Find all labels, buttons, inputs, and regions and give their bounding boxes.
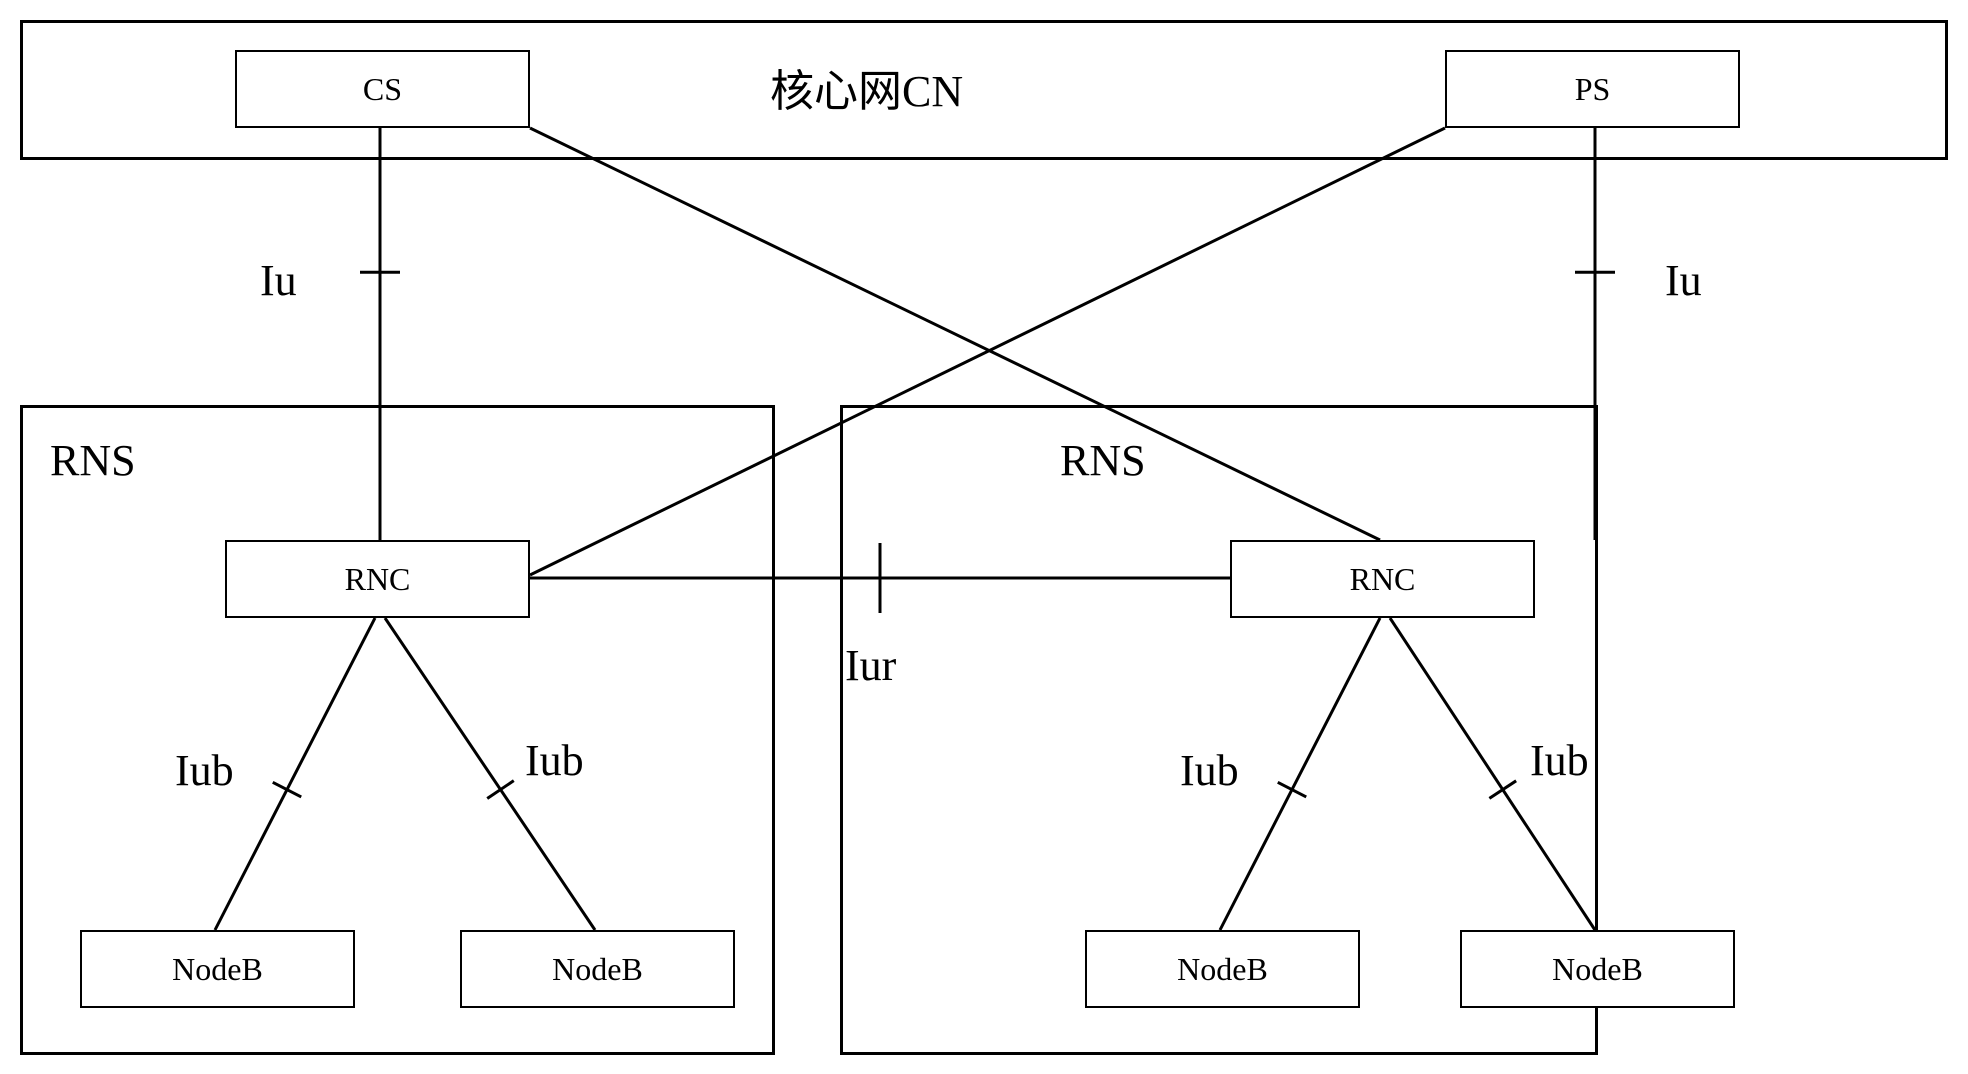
- cs-node-label: CS: [363, 71, 402, 108]
- nodeb-rl-label: NodeB: [1177, 951, 1268, 988]
- nodeb-left-left: NodeB: [80, 930, 355, 1008]
- rnc-right-label: RNC: [1350, 561, 1416, 598]
- nodeb-left-right: NodeB: [460, 930, 735, 1008]
- iub-rr-label: Iub: [1530, 735, 1589, 786]
- nodeb-rr-label: NodeB: [1552, 951, 1643, 988]
- rnc-left-node: RNC: [225, 540, 530, 618]
- nodeb-ll-label: NodeB: [172, 951, 263, 988]
- iu-right-label: Iu: [1665, 255, 1702, 306]
- rns-right-label: RNS: [1060, 435, 1146, 486]
- rnc-left-label: RNC: [345, 561, 411, 598]
- iub-lr-label: Iub: [525, 735, 584, 786]
- iur-label: Iur: [845, 640, 896, 691]
- rnc-right-node: RNC: [1230, 540, 1535, 618]
- ps-node: PS: [1445, 50, 1740, 128]
- iu-left-label: Iu: [260, 255, 297, 306]
- nodeb-right-left: NodeB: [1085, 930, 1360, 1008]
- iub-ll-label: Iub: [175, 745, 234, 796]
- utran-architecture-diagram: 核心网CN CS PS RNS RNS RNC RNC NodeB NodeB …: [0, 0, 1968, 1074]
- rns-left-label: RNS: [50, 435, 136, 486]
- nodeb-right-right: NodeB: [1460, 930, 1735, 1008]
- nodeb-lr-label: NodeB: [552, 951, 643, 988]
- ps-node-label: PS: [1575, 71, 1611, 108]
- iub-rl-label: Iub: [1180, 745, 1239, 796]
- cn-title-label: 核心网CN: [770, 55, 963, 119]
- cs-node: CS: [235, 50, 530, 128]
